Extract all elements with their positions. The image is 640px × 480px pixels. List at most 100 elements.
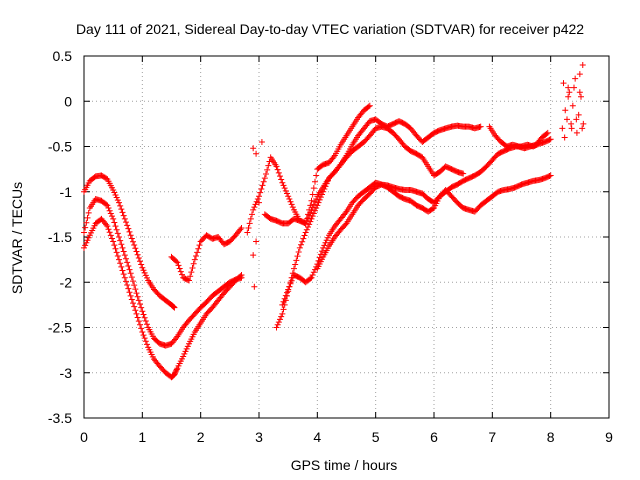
data-point [105, 226, 112, 233]
data-point [175, 262, 182, 269]
data-point [310, 185, 317, 192]
data-point [113, 249, 120, 256]
data-point [299, 238, 306, 245]
data-point [111, 242, 118, 249]
y-tick-label: -3 [60, 365, 73, 381]
data-point [565, 93, 572, 100]
data-point [131, 241, 138, 248]
data-point [187, 273, 194, 280]
data-point [127, 232, 134, 239]
data-point [309, 204, 316, 211]
data-point [190, 260, 197, 267]
data-point [281, 295, 288, 302]
data-point [286, 283, 293, 290]
data-point [286, 195, 293, 202]
data-point [144, 321, 150, 328]
data-point [123, 219, 129, 226]
data-point [81, 229, 87, 236]
data-point [342, 221, 349, 228]
data-point [113, 194, 120, 201]
data-point [301, 232, 308, 239]
data-point [294, 253, 301, 260]
x-tick-label: 6 [430, 429, 438, 445]
data-point [313, 195, 320, 202]
data-point [135, 318, 142, 325]
data-point [114, 230, 121, 237]
data-point [82, 224, 89, 231]
data-point [249, 211, 255, 218]
data-point [566, 89, 573, 96]
data-point [171, 304, 178, 311]
data-point [309, 272, 316, 279]
data-point [309, 213, 316, 220]
data-point [140, 332, 147, 339]
data-point [173, 334, 180, 341]
data-point [258, 138, 265, 145]
data-point [559, 125, 566, 132]
data-point [127, 270, 134, 277]
data-point [144, 341, 150, 348]
data-point [280, 306, 287, 313]
data-point [183, 345, 190, 352]
data-point [293, 257, 300, 264]
data-point [139, 308, 146, 315]
data-point [84, 237, 91, 244]
data-point [284, 289, 290, 296]
data-point [296, 244, 303, 251]
data-point [316, 196, 323, 203]
data-point [83, 239, 90, 246]
data-point [130, 238, 136, 245]
data-point [320, 188, 327, 195]
data-point [284, 190, 290, 197]
data-point [110, 215, 117, 222]
y-tick-label: -2 [60, 274, 73, 290]
data-point [273, 324, 280, 331]
data-point [116, 199, 122, 206]
data-point [141, 269, 148, 276]
data-point [125, 225, 132, 232]
x-tick-label: 8 [547, 429, 555, 445]
data-point [308, 274, 315, 281]
data-point [133, 248, 140, 255]
data-point [275, 319, 282, 326]
y-tick-labels: 0.5 0 -0.5 -1 -1.5 -2 -2.5 -3 -3.5 [48, 48, 72, 426]
data-point [579, 125, 586, 132]
data-point [310, 210, 317, 217]
data-point [252, 201, 259, 208]
data-point [546, 136, 553, 143]
data-point [109, 213, 115, 220]
data-point [257, 189, 264, 196]
data-point [114, 197, 121, 204]
data-point [182, 348, 189, 355]
data-point [264, 166, 271, 173]
data-point [321, 186, 328, 193]
data-point [121, 252, 128, 259]
data-point [274, 321, 281, 328]
data-point [132, 286, 139, 293]
data-point [140, 267, 147, 274]
data-point [119, 209, 126, 216]
data-point [330, 153, 337, 160]
data-point [319, 248, 325, 255]
y-tick-label: -1 [60, 184, 73, 200]
data-point [308, 215, 315, 222]
data-point [133, 290, 140, 297]
data-point [142, 272, 149, 279]
data-point [281, 185, 288, 192]
data-point [300, 235, 307, 242]
data-point [128, 296, 135, 303]
data-point [366, 102, 373, 109]
data-points [81, 62, 587, 381]
data-point [287, 198, 294, 205]
data-point [176, 265, 183, 272]
data-point [573, 129, 580, 136]
data-point [244, 229, 251, 236]
x-tick-label: 1 [138, 429, 146, 445]
plot-area-frame [83, 55, 610, 419]
data-point [256, 199, 262, 206]
data-point [247, 215, 254, 222]
data-point [323, 237, 330, 244]
data-point [310, 201, 317, 208]
data-point [251, 204, 258, 211]
